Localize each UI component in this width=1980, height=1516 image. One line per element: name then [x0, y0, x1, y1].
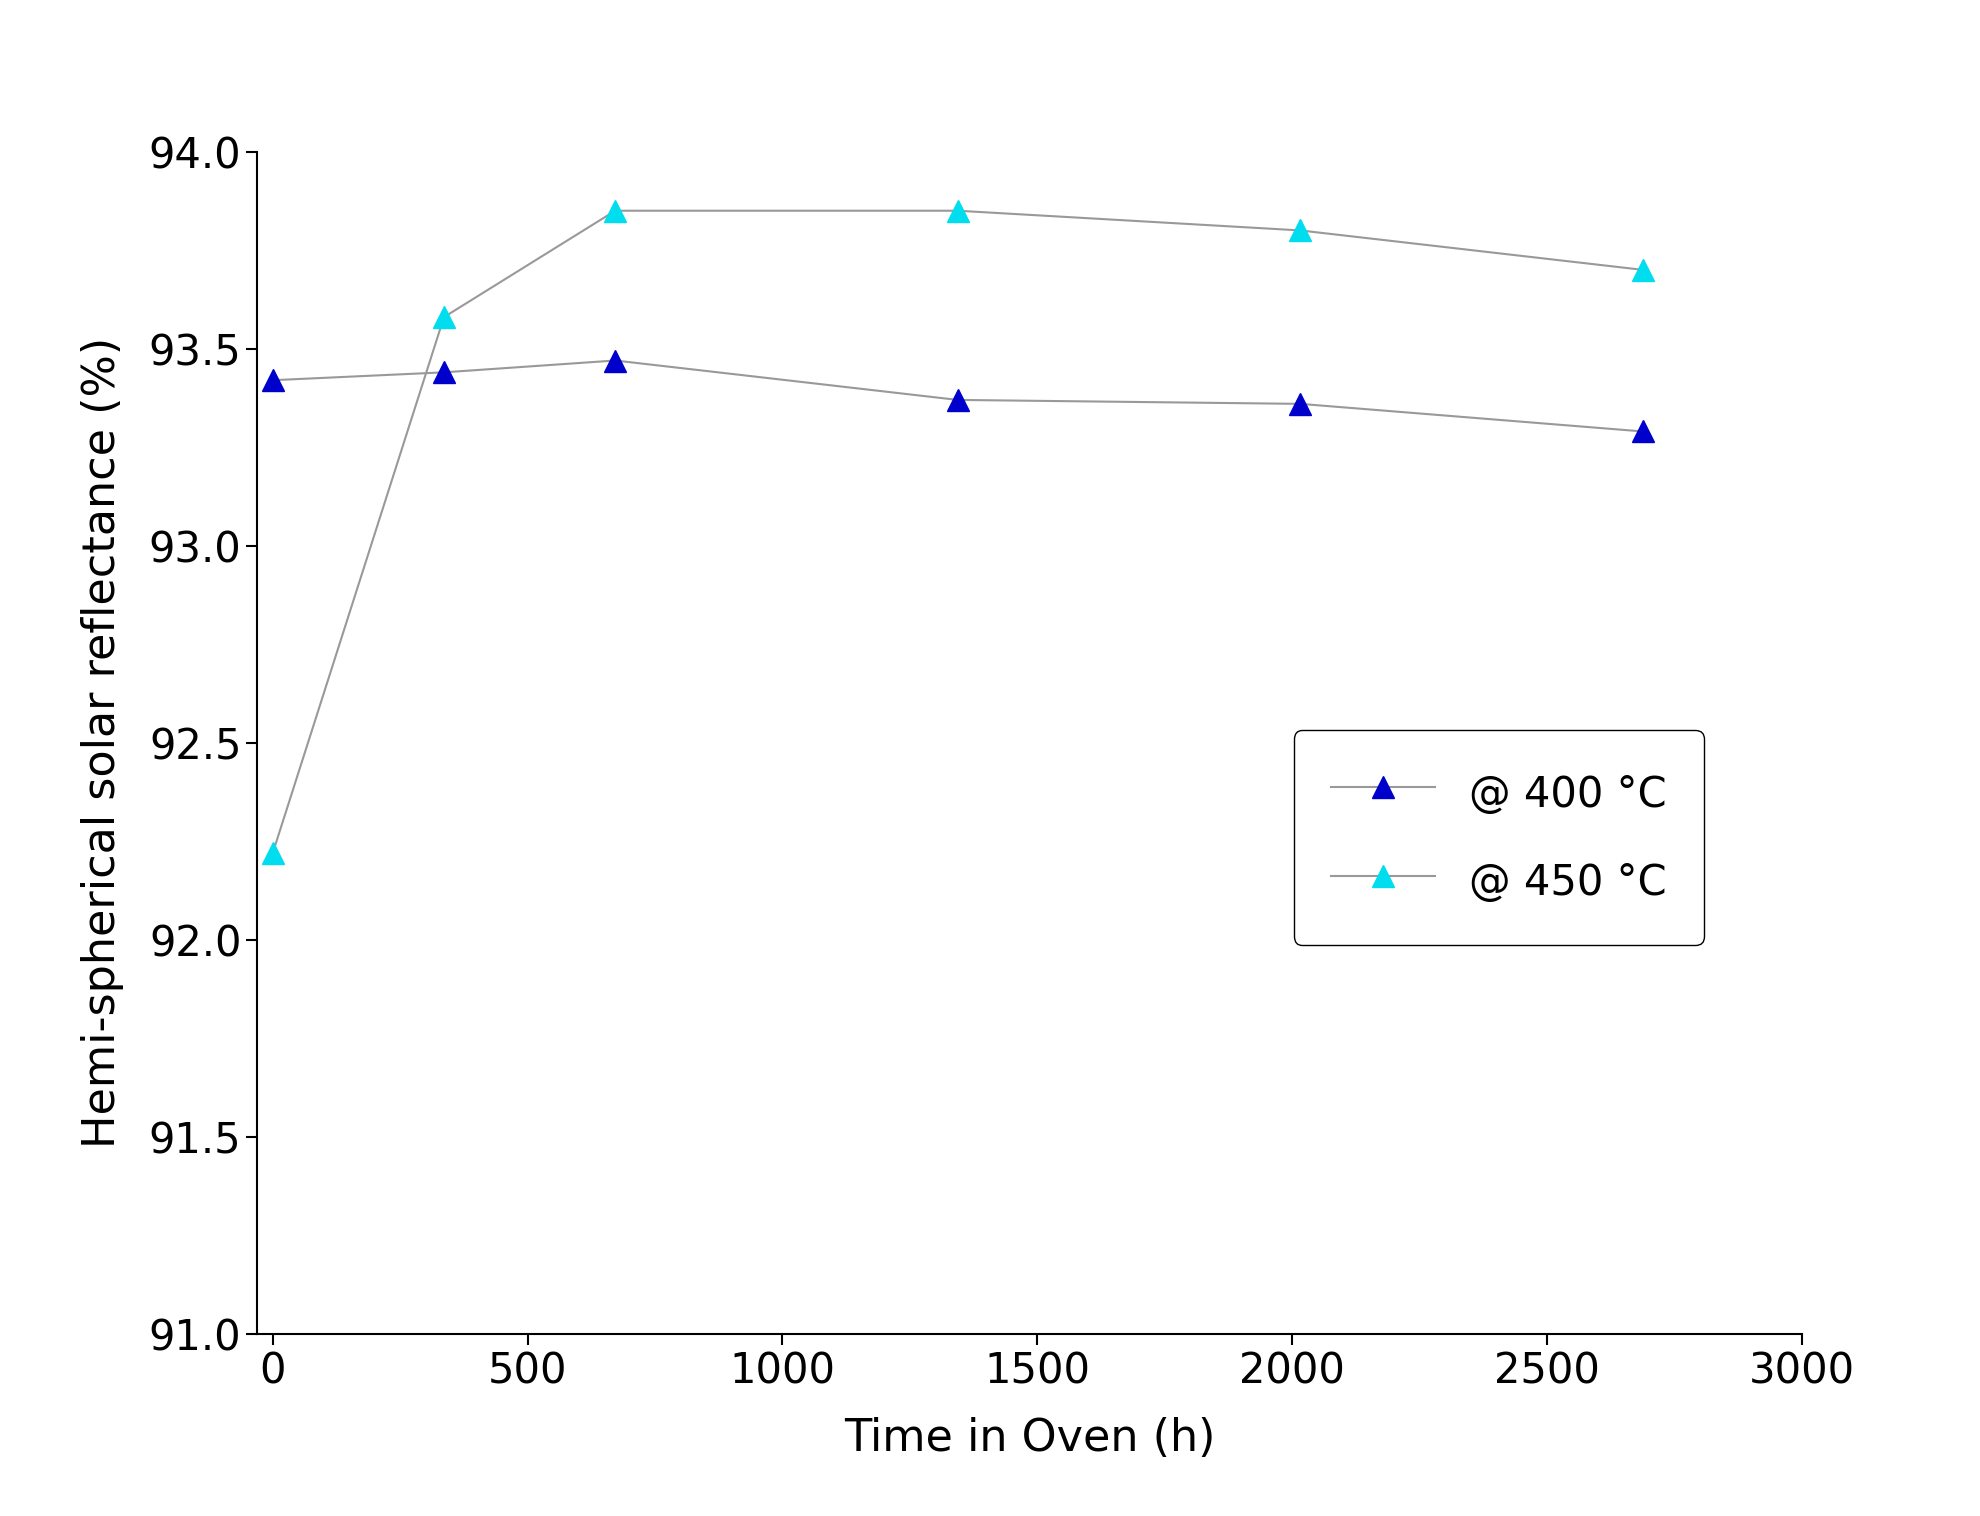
@ 450 °C	[604, 202, 628, 220]
@ 400 °C	[946, 391, 970, 409]
Legend: @ 400 °C, @ 450 °C: @ 400 °C, @ 450 °C	[1293, 731, 1703, 944]
X-axis label: Time in Oven (h): Time in Oven (h)	[843, 1417, 1216, 1460]
@ 400 °C	[432, 364, 455, 382]
@ 400 °C	[604, 352, 628, 370]
@ 400 °C	[261, 371, 285, 390]
@ 400 °C	[1289, 394, 1313, 412]
@ 400 °C	[1632, 423, 1655, 441]
Y-axis label: Hemi-spherical solar reflectance (%): Hemi-spherical solar reflectance (%)	[81, 337, 123, 1149]
@ 450 °C	[1289, 221, 1313, 240]
@ 450 °C	[261, 844, 285, 863]
@ 450 °C	[1632, 261, 1655, 279]
Line: @ 400 °C: @ 400 °C	[261, 349, 1653, 443]
Line: @ 450 °C: @ 450 °C	[261, 200, 1653, 864]
@ 450 °C	[946, 202, 970, 220]
@ 450 °C	[432, 308, 455, 326]
